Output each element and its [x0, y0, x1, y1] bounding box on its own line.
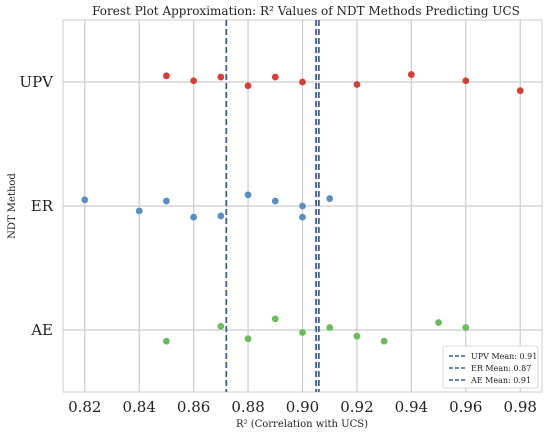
data-point: [135, 207, 143, 215]
data-point: [190, 77, 198, 85]
data-point: [353, 81, 361, 88]
data-point: [244, 191, 252, 199]
data-point: [299, 202, 306, 210]
data-points: [81, 71, 524, 345]
data-point: [244, 335, 252, 343]
data-point: [163, 197, 170, 205]
x-tick-label: 0.92: [340, 398, 373, 416]
data-point: [271, 315, 279, 323]
data-point: [516, 87, 524, 95]
x-axis-label: R² (Correlation with UCS): [236, 419, 368, 430]
data-point: [217, 212, 225, 220]
legend-label: ER Mean: 0.87: [471, 364, 531, 373]
x-tick-label: 0.82: [68, 398, 101, 416]
y-tick-label: ER: [31, 197, 54, 215]
legend-label: AE Mean: 0.91: [470, 376, 531, 385]
y-tick-label: AE: [30, 321, 53, 339]
data-point: [81, 196, 89, 204]
x-tick-label: 0.86: [177, 398, 210, 416]
data-point: [299, 213, 306, 221]
legend-items: UPV Mean: 0.91 ER Mean: 0.87 AE Mean: 0.91: [449, 352, 537, 385]
legend: UPV Mean: 0.91 ER Mean: 0.87 AE Mean: 0.91: [442, 345, 539, 389]
y-axis-label: NDT Method: [7, 173, 18, 239]
x-tick-label: 0.88: [231, 398, 264, 416]
chart-title: Forest Plot Approximation: R² Values of …: [92, 4, 520, 18]
x-tick-label: 0.84: [123, 398, 156, 416]
data-point: [217, 73, 225, 81]
data-point: [407, 71, 415, 78]
x-tick-label: 0.90: [286, 398, 319, 416]
data-point: [326, 195, 334, 202]
data-point: [217, 322, 225, 330]
data-point: [353, 332, 361, 340]
data-point: [271, 197, 279, 205]
y-tick-label: UPV: [19, 73, 54, 91]
data-point: [435, 319, 442, 326]
x-tick-label: 0.98: [504, 398, 537, 416]
legend-box: [442, 345, 539, 389]
mean-lines: [225, 20, 320, 392]
data-point: [299, 78, 306, 86]
data-point: [163, 72, 170, 80]
data-point: [299, 329, 306, 336]
data-point: [190, 213, 198, 221]
data-point: [462, 324, 470, 331]
data-point: [326, 324, 334, 331]
data-point: [462, 77, 470, 85]
data-point: [380, 337, 388, 345]
x-tick-labels: 0.82 0.84 0.86 0.88 0.90 0.92 0.94 0.96 0.98: [68, 398, 537, 416]
data-point: [163, 337, 170, 345]
x-tick-label: 0.96: [449, 398, 482, 416]
data-point: [271, 73, 279, 81]
x-tick-label: 0.94: [395, 398, 428, 416]
data-point: [244, 82, 252, 90]
legend-label: UPV Mean: 0.91: [471, 352, 537, 361]
y-tick-labels: UPV ER AE: [19, 73, 54, 339]
